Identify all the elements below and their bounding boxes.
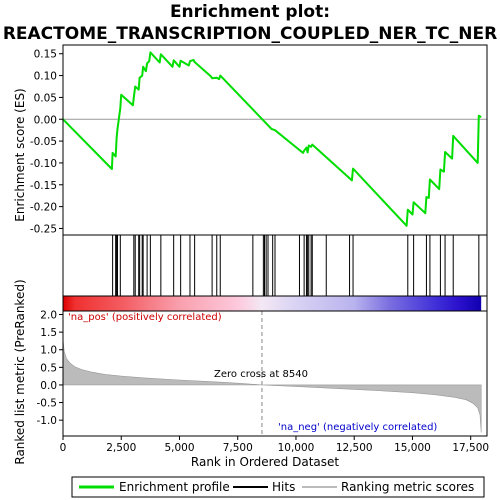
metric-y-tick-label: -1.0 (37, 415, 58, 427)
chart-title-line2: REACTOME_TRANSCRIPTION_COUPLED_NER_TC_NE… (3, 24, 497, 44)
legend-label-hits: Hits (272, 480, 295, 494)
x-tick-label: 15,000 (394, 442, 431, 454)
legend-label-enrichment-profile: Enrichment profile (119, 480, 230, 494)
legend: Enrichment profile Hits Ranking metric s… (71, 476, 485, 498)
x-tick-label: 5,000 (164, 442, 194, 454)
metric-y-tick-label: 2.0 (40, 310, 57, 322)
es-y-tick-label: -0.10 (30, 158, 57, 170)
x-axis: 0 2,500 5,000 7,500 10,000 12,500 15,000 17,500 (60, 436, 489, 454)
enrichment-profile-line (62, 51, 482, 227)
es-y-tick-label: 0.15 (34, 49, 57, 61)
metric-plot-background (63, 311, 487, 436)
metric-y-tick-label: 1.5 (40, 327, 57, 339)
x-tick-label: 12,500 (336, 442, 373, 454)
pos-correlated-label: 'na_pos' (positively correlated) (68, 312, 222, 323)
legend-label-ranking-metric: Ranking metric scores (341, 480, 474, 494)
metric-plot-frame (62, 310, 488, 437)
metric-y-tick-label: 1.0 (40, 345, 57, 357)
legend-box (71, 476, 485, 498)
es-y-tick-label: -0.25 (30, 223, 57, 235)
metric-y-tick-label: -0.5 (37, 398, 58, 410)
x-tick-label: 17,500 (452, 442, 489, 454)
es-y-tick-label: -0.15 (30, 180, 57, 192)
neg-correlated-label: 'na_neg' (negatively correlated) (278, 422, 437, 433)
heat-bar-fill (63, 296, 482, 311)
es-y-axis-label: Enrichment score (ES) (13, 88, 27, 221)
metric-y-tick-label: 0.5 (40, 362, 57, 374)
es-plot-background (63, 45, 487, 235)
x-axis-label: Rank in Ordered Dataset (191, 455, 339, 469)
zero-cross-label: Zero cross at 8540 (214, 369, 308, 380)
hits-panel (62, 234, 488, 297)
metric-y-axis-label: Ranked list metric (PreRanked) (13, 279, 27, 464)
x-tick-label: 10,000 (278, 442, 315, 454)
metric-panel: -1.0 -0.5 0.0 0.5 1.0 1.5 2.0 (37, 310, 488, 437)
chart-title-line1: Enrichment plot: (170, 2, 330, 22)
x-tick-label: 0 (60, 442, 67, 454)
es-y-tick-label: 0.00 (34, 114, 57, 126)
es-y-tick-label: 0.10 (34, 71, 57, 83)
es-y-tick-label: -0.20 (30, 202, 57, 214)
metric-y-tick-label: 0.0 (40, 380, 57, 392)
es-y-tick-label: 0.05 (34, 92, 57, 104)
es-y-tick-label: -0.05 (30, 136, 57, 148)
es-panel: -0.25 -0.20 -0.15 -0.10 -0.05 0.00 0.05 0.10 0.1… (30, 44, 488, 236)
x-tick-label: 2,500 (106, 442, 136, 454)
rank-heat-bar (62, 295, 488, 312)
x-tick-label: 7,500 (223, 442, 253, 454)
